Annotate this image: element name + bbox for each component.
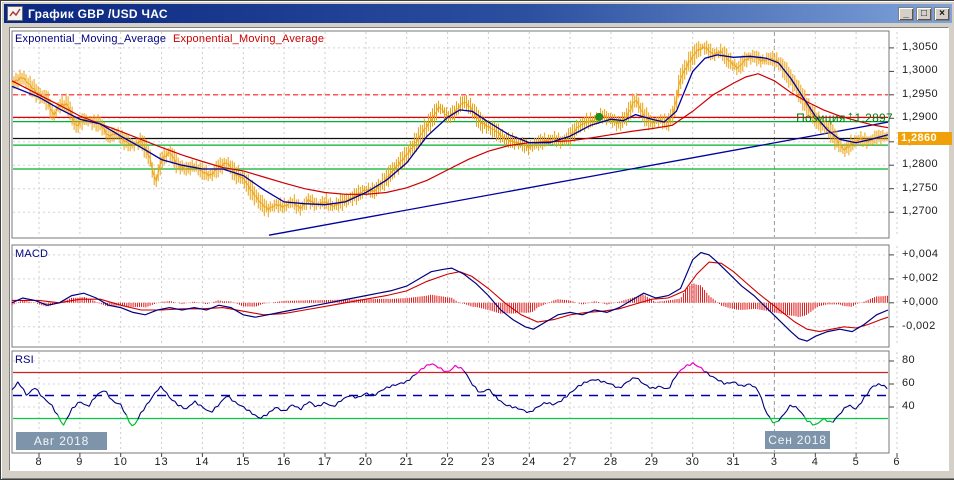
- position-price: 1.2897: [854, 110, 893, 125]
- title-bar[interactable]: График GBP /USD ЧАС _ □ ×: [4, 4, 952, 23]
- position-annotation: Позиция ↑ 1.2897: [771, 108, 893, 127]
- ema-fast-label: Exponential_Moving_Average: [15, 33, 167, 45]
- ema-slow-label: Exponential_Moving_Average: [173, 33, 325, 45]
- close-button[interactable]: ×: [934, 6, 950, 21]
- minimize-button[interactable]: _: [898, 6, 914, 21]
- rsi-panel-label: RSI: [15, 354, 34, 366]
- app-icon[interactable]: [7, 6, 23, 21]
- current-price-tag: 1,2860: [898, 132, 952, 145]
- up-arrow-icon: ↑: [846, 108, 855, 125]
- month-badge-aug: Авг 2018: [16, 432, 107, 450]
- maximize-button[interactable]: □: [916, 6, 932, 21]
- window-title: График GBP /USD ЧАС: [28, 6, 168, 21]
- macd-panel-label: MACD: [15, 248, 49, 260]
- position-label: Позиция: [796, 110, 846, 125]
- month-badge-sep: Сен 2018: [765, 431, 830, 449]
